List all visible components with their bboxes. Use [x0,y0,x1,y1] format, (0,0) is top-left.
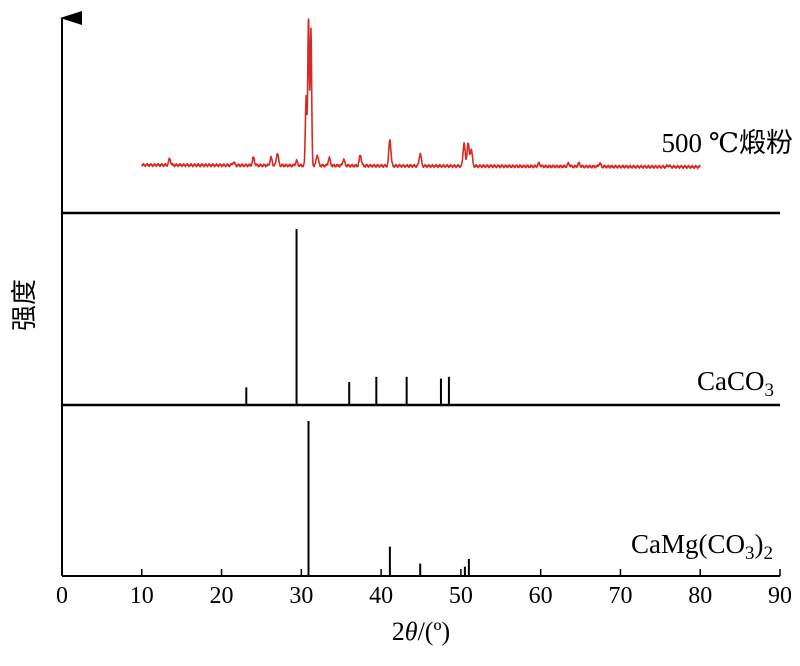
x-tick-label-10: 10 [130,583,154,609]
calcined-powder-xrd-pattern [141,18,701,170]
series-label-caco3: CaCO3 [697,366,774,401]
x-axis-title: 2θ/(º) [392,617,450,646]
series-label-calcined: 500 ℃煅粉 [662,128,793,158]
camgco3-label-mid: ) [755,529,764,559]
x-tick-label-40: 40 [369,583,393,609]
x-tick-label-80: 80 [688,583,712,609]
camgco3-reference-peaks [307,421,470,576]
camgco3-label-main: CaMg(CO [631,529,745,559]
x-axis-title-suffix: /(º) [418,617,451,646]
x-tick-label-30: 30 [289,583,313,609]
x-tick-label-20: 20 [210,583,234,609]
x-axis-title-prefix: 2 [392,617,405,646]
caco3-reference-peaks [245,229,450,405]
x-tick-label-60: 60 [529,583,553,609]
caco3-label-sub: 3 [765,380,775,401]
x-tick-label-90: 90 [768,583,792,609]
x-tick-label-70: 70 [608,583,632,609]
x-axis-title-symbol: θ [405,617,418,646]
camgco3-label-sub2: 2 [764,543,774,564]
x-tick-labels: 0 10 20 30 40 50 60 70 80 90 [56,583,792,609]
camgco3-label-sub1: 3 [745,543,755,564]
x-tick-label-50: 50 [449,583,473,609]
x-tick-label-0: 0 [56,583,68,609]
caco3-label-main: CaCO [697,366,765,396]
x-ticks [61,569,781,576]
series-label-camgco3: CaMg(CO3)2 [631,529,773,564]
y-axis-title: 强度 [10,279,39,331]
